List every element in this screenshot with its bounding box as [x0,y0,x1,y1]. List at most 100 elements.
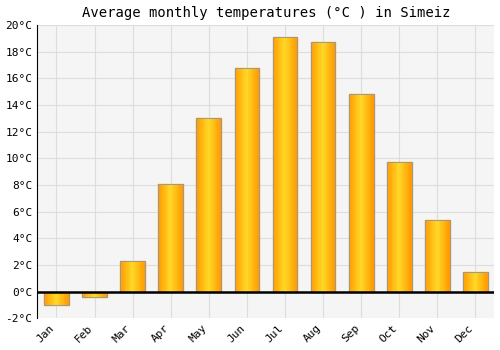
Bar [94,292,96,297]
Bar [206,118,208,292]
Bar [173,183,174,292]
Bar [463,272,488,292]
Bar [104,292,106,297]
Bar [398,162,399,292]
Bar [237,68,238,292]
Bar [368,94,370,292]
Bar [44,292,46,305]
Bar [390,162,392,292]
Bar [220,118,221,292]
Bar [60,292,62,305]
Bar [312,42,313,292]
Bar [320,42,322,292]
Bar [135,261,136,292]
Bar [204,118,205,292]
Bar [196,118,221,292]
Bar [393,162,394,292]
Bar [56,292,58,305]
Bar [388,162,390,292]
Bar [403,162,404,292]
Bar [355,94,356,292]
Bar [406,162,408,292]
Bar [120,261,145,292]
Bar [161,183,162,292]
Bar [87,292,88,297]
Bar [142,261,144,292]
Bar [278,37,279,292]
Bar [328,42,329,292]
Bar [167,183,168,292]
Bar [182,183,183,292]
Bar [472,272,473,292]
Bar [257,68,258,292]
Bar [436,219,438,292]
Bar [50,292,51,305]
Bar [55,292,56,305]
Bar [295,37,296,292]
Bar [86,292,87,297]
Bar [360,94,361,292]
Bar [404,162,406,292]
Bar [310,42,312,292]
Bar [333,42,334,292]
Bar [46,292,48,305]
Bar [82,292,84,297]
Bar [468,272,469,292]
Bar [434,219,435,292]
Bar [120,261,122,292]
Bar [329,42,330,292]
Bar [440,219,441,292]
Bar [140,261,141,292]
Bar [364,94,365,292]
Bar [435,219,436,292]
Bar [272,37,297,292]
Bar [473,272,474,292]
Bar [397,162,398,292]
Bar [170,183,172,292]
Bar [139,261,140,292]
Bar [387,162,388,292]
Bar [92,292,94,297]
Bar [486,272,488,292]
Bar [330,42,332,292]
Bar [372,94,374,292]
Bar [365,94,366,292]
Bar [54,292,55,305]
Bar [362,94,364,292]
Bar [102,292,103,297]
Bar [49,292,50,305]
Bar [209,118,210,292]
Bar [478,272,479,292]
Bar [250,68,252,292]
Bar [212,118,214,292]
Bar [243,68,244,292]
Bar [322,42,323,292]
Bar [180,183,182,292]
Bar [448,219,450,292]
Bar [216,118,218,292]
Bar [48,292,49,305]
Bar [134,261,135,292]
Bar [280,37,281,292]
Bar [44,292,69,305]
Bar [256,68,257,292]
Bar [166,183,167,292]
Bar [158,183,160,292]
Bar [96,292,97,297]
Bar [408,162,409,292]
Bar [214,118,215,292]
Bar [432,219,434,292]
Bar [125,261,126,292]
Bar [409,162,410,292]
Bar [246,68,247,292]
Bar [428,219,430,292]
Bar [62,292,64,305]
Bar [400,162,402,292]
Bar [174,183,176,292]
Bar [177,183,178,292]
Bar [242,68,243,292]
Bar [59,292,60,305]
Bar [484,272,486,292]
Bar [469,272,470,292]
Bar [234,68,236,292]
